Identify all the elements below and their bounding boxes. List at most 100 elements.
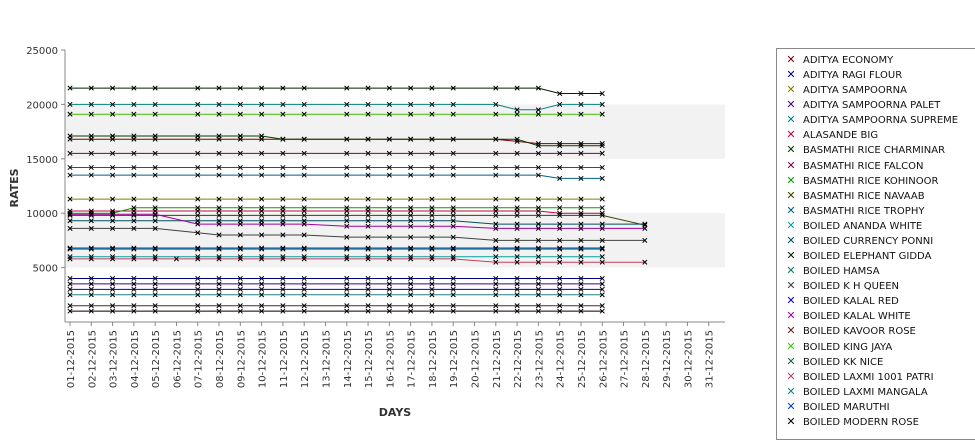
data-point (557, 292, 563, 298)
legend-marker-icon: ✕ (786, 264, 796, 278)
data-point (386, 256, 392, 262)
data-point (386, 223, 392, 229)
data-point (110, 292, 116, 298)
legend-item: ✕ BOILED KALAL WHITE (785, 309, 911, 323)
x-tick-label: 07-12-2015 (194, 330, 205, 388)
data-point (386, 101, 392, 107)
data-point (557, 196, 563, 202)
legend-marker-icon: ✕ (786, 68, 796, 82)
data-point (429, 303, 435, 309)
data-point (493, 281, 499, 287)
data-point (578, 111, 584, 117)
legend-label: ADITYA ECONOMY (803, 55, 894, 66)
data-point (344, 212, 350, 218)
data-point (514, 286, 520, 292)
data-point (578, 308, 584, 314)
legend-item: ✕ BOILED ELEPHANT GIDDA (785, 249, 931, 263)
data-point (195, 303, 201, 309)
data-point (408, 245, 414, 251)
legend-label: BOILED KAVOOR ROSE (803, 326, 916, 338)
data-point (110, 256, 116, 262)
data-point (493, 245, 499, 251)
data-point (493, 101, 499, 107)
data-point (67, 133, 73, 139)
data-point (408, 281, 414, 287)
data-point (429, 205, 435, 211)
data-point (578, 175, 584, 181)
data-point (599, 164, 605, 171)
data-point (152, 308, 158, 314)
series-23 (67, 245, 605, 251)
data-point (110, 254, 116, 260)
data-point (365, 308, 371, 314)
data-point (450, 254, 456, 260)
data-point (599, 275, 605, 282)
data-point (450, 150, 456, 156)
data-point (578, 286, 584, 292)
data-point (216, 205, 222, 211)
data-point (557, 143, 563, 149)
y-tick-label: 10000 (26, 209, 58, 220)
data-point (344, 254, 350, 260)
data-point (408, 150, 414, 156)
data-point (344, 223, 350, 229)
data-point (514, 221, 520, 227)
data-point (216, 196, 222, 202)
data-point (514, 303, 520, 309)
data-point (386, 205, 392, 211)
data-point (514, 111, 520, 117)
data-point (195, 111, 201, 117)
data-point (301, 275, 307, 282)
data-point (514, 254, 520, 260)
data-point (259, 232, 265, 238)
data-point (535, 212, 541, 218)
data-point (557, 281, 563, 287)
data-point (599, 237, 605, 243)
data-point (386, 275, 392, 282)
data-point (365, 286, 371, 292)
data-point (386, 281, 392, 287)
series-14 (67, 246, 605, 252)
data-point (195, 308, 201, 314)
y-ticks: 5000 10000 15000 20000 25000 (26, 46, 65, 275)
data-point (152, 292, 158, 298)
data-point (408, 85, 414, 91)
series-16 (67, 286, 605, 292)
data-point (301, 136, 307, 142)
data-point (152, 101, 158, 107)
data-point (131, 211, 137, 217)
data-point (493, 212, 499, 218)
series-line (70, 213, 645, 229)
data-point (557, 210, 563, 216)
data-point (131, 254, 137, 260)
data-point (195, 230, 201, 236)
data-point (408, 101, 414, 107)
data-point (67, 292, 73, 298)
data-point (280, 232, 286, 238)
data-point (110, 133, 116, 139)
data-point (386, 212, 392, 218)
data-point (408, 223, 414, 229)
data-point (365, 254, 371, 260)
data-point (578, 259, 584, 265)
data-point (152, 218, 158, 224)
data-point (535, 245, 541, 251)
data-point (110, 111, 116, 117)
data-point (599, 111, 605, 117)
data-point (535, 275, 541, 282)
line-chart: 5000 10000 15000 20000 25000 01-12-2015 02-12… (8, 46, 725, 419)
data-point (280, 101, 286, 107)
data-point (152, 254, 158, 260)
data-point (450, 292, 456, 298)
data-point (110, 211, 116, 217)
series-22 (67, 292, 605, 298)
data-point (535, 111, 541, 117)
data-point (386, 218, 392, 224)
legend: ✕ ADITYA ECONOMY ✕ ADITYA RAGI FLOUR ✕ ADITYA… (776, 48, 975, 440)
legend-label: BOILED KALAL WHITE (803, 311, 911, 323)
data-point (493, 150, 499, 156)
data-point (344, 101, 350, 107)
legend-label: ADITYA SAMPOORNA SUPREME (803, 115, 959, 127)
data-point (429, 150, 435, 156)
data-point (195, 101, 201, 107)
